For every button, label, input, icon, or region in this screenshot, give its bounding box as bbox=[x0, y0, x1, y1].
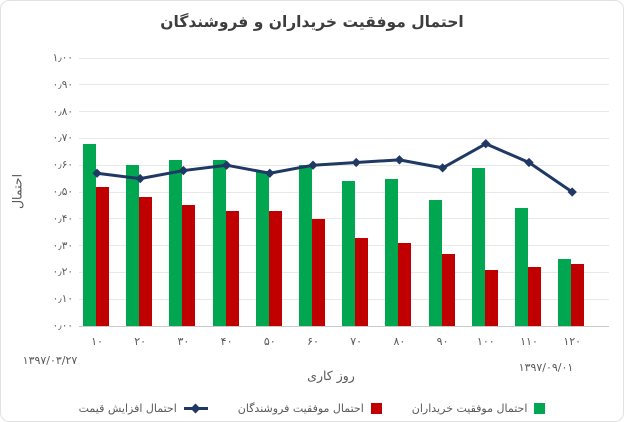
bar-sellers-60 bbox=[312, 218, 325, 326]
x-axis-tick-label: ۵۰ bbox=[263, 335, 276, 348]
bar-sellers-70 bbox=[355, 237, 369, 326]
sellers-series-swatch-icon bbox=[370, 402, 382, 414]
bar-buyers-110 bbox=[515, 208, 528, 326]
bar-sellers-100 bbox=[484, 269, 498, 326]
legend-item-price-line[interactable]: احتمال افزایش قیمت bbox=[79, 402, 208, 415]
bar-buyers-20 bbox=[126, 165, 140, 326]
y-axis-tick-label: ۰٫۹۰ bbox=[52, 78, 73, 91]
x-axis-tick-label: ۸۰ bbox=[393, 335, 406, 348]
chart-title: احتمال موفقیت خریداران و فروشندگان bbox=[160, 13, 464, 31]
axis-start-date-label: ۱۳۹۷/۰۳/۲۷ bbox=[22, 354, 78, 367]
y-axis-tick-label: ۰٫۱۰ bbox=[52, 293, 73, 306]
bar-buyers-50 bbox=[255, 170, 269, 326]
legend-label-sellers: احتمال موفقیت فروشندگان bbox=[237, 401, 364, 415]
bar-sellers-10 bbox=[96, 186, 109, 326]
y-axis-tick-labels: ۰٫۰۰ ۰٫۱۰ ۰٫۲۰ ۰٫۳۰ ۰٫۴۰ ۰٫۵۰ ۰٫۶۰ ۰٫۷۰ ۰٫۸۰ ۰٫۹۰… bbox=[29, 52, 73, 332]
bar-buyers-120 bbox=[558, 259, 572, 326]
y-axis-tick-label: ۰٫۸۰ bbox=[52, 105, 73, 118]
bar-buyers-80 bbox=[385, 178, 399, 326]
x-axis-tick-label: ۳۰ bbox=[177, 335, 190, 348]
price-line-point-30 bbox=[178, 165, 189, 176]
price-line-point-110 bbox=[524, 157, 534, 168]
gridline bbox=[79, 57, 609, 59]
price-line-point-50 bbox=[265, 168, 275, 178]
axis-end-date-label: ۱۳۹۷/۰۹/۰۱ bbox=[518, 361, 574, 374]
gridline bbox=[79, 137, 609, 139]
price-line-point-70 bbox=[351, 157, 361, 168]
y-axis-tick-label: ۰٫۰۰ bbox=[52, 320, 73, 332]
bar-sellers-40 bbox=[225, 210, 239, 326]
y-axis-title: احتمال bbox=[9, 173, 25, 210]
y-axis-tick-label: ۰٫۵۰ bbox=[52, 186, 73, 198]
legend-label-buyers: احتمال موفقیت خریداران bbox=[411, 401, 528, 415]
bar-sellers-90 bbox=[441, 253, 455, 326]
gridline bbox=[79, 111, 609, 113]
legend-label-price-line: احتمال افزایش قیمت bbox=[78, 401, 177, 415]
price-line-point-10 bbox=[92, 168, 102, 178]
y-axis-tick-label: ۱٫۰۰ bbox=[52, 52, 73, 64]
x-axis-tick-label: ۱۱۰ bbox=[520, 335, 538, 348]
bar-buyers-10 bbox=[83, 143, 96, 326]
buyers-series-swatch-icon bbox=[534, 402, 546, 414]
x-axis-line bbox=[79, 326, 609, 327]
price-line-point-120 bbox=[567, 187, 577, 197]
legend: احتمال موفقیت خریداران احتمال موفقیت فرو… bbox=[1, 398, 623, 418]
bar-sellers-20 bbox=[139, 197, 153, 326]
bar-sellers-110 bbox=[528, 267, 541, 326]
gridline bbox=[79, 164, 609, 166]
bar-sellers-50 bbox=[268, 210, 282, 326]
x-axis-tick-label: ۷۰ bbox=[350, 335, 363, 348]
x-axis-tick-label: ۴۰ bbox=[220, 335, 233, 348]
price-line-path bbox=[95, 142, 574, 194]
price-line-marker-icon bbox=[183, 403, 208, 414]
price-line-svg bbox=[92, 139, 577, 197]
bar-buyers-40 bbox=[212, 159, 226, 326]
y-axis-tick-label: ۰٫۲۰ bbox=[52, 266, 73, 279]
y-axis-tick-label: ۰٫۴۰ bbox=[52, 212, 73, 225]
plot-area bbox=[79, 57, 609, 327]
y-axis-tick-label: ۰٫۷۰ bbox=[52, 132, 73, 145]
bar-sellers-80 bbox=[398, 242, 412, 326]
legend-item-sellers[interactable]: احتمال موفقیت فروشندگان bbox=[238, 402, 382, 415]
x-axis-tick-label: ۱۰ bbox=[91, 335, 103, 348]
bar-sellers-120 bbox=[571, 264, 585, 326]
bar-buyers-70 bbox=[342, 181, 356, 326]
bar-buyers-60 bbox=[299, 165, 312, 326]
y-axis-tick-label: ۰٫۳۰ bbox=[52, 239, 73, 252]
price-line-point-80 bbox=[394, 155, 405, 165]
bar-buyers-90 bbox=[428, 200, 442, 326]
x-axis-tick-label: ۲۰ bbox=[134, 335, 147, 348]
bar-sellers-30 bbox=[182, 205, 196, 326]
bar-buyers-30 bbox=[169, 159, 183, 326]
price-line-point-40 bbox=[221, 160, 232, 170]
price-line-point-20 bbox=[135, 173, 145, 184]
x-axis-tick-labels: ۱۰ ۲۰ ۳۰ ۴۰ ۵۰ ۶۰ ۷۰ ۸۰ ۹۰ ۱۰۰ ۱۱۰ ۱۲۰ bbox=[79, 335, 609, 351]
price-line-point-60 bbox=[308, 160, 318, 170]
x-axis-title: روز کاری bbox=[307, 368, 355, 383]
x-axis-tick-label: ۱۰۰ bbox=[476, 335, 495, 348]
gridline bbox=[79, 84, 609, 86]
bar-buyers-100 bbox=[471, 167, 485, 326]
x-axis-tick-label: ۶۰ bbox=[307, 335, 319, 348]
x-axis-tick-label: ۱۲۰ bbox=[563, 335, 582, 348]
legend-item-buyers[interactable]: احتمال موفقیت خریداران bbox=[412, 402, 546, 415]
y-axis-tick-label: ۰٫۶۰ bbox=[52, 159, 73, 172]
x-axis-tick-label: ۹۰ bbox=[436, 335, 449, 348]
